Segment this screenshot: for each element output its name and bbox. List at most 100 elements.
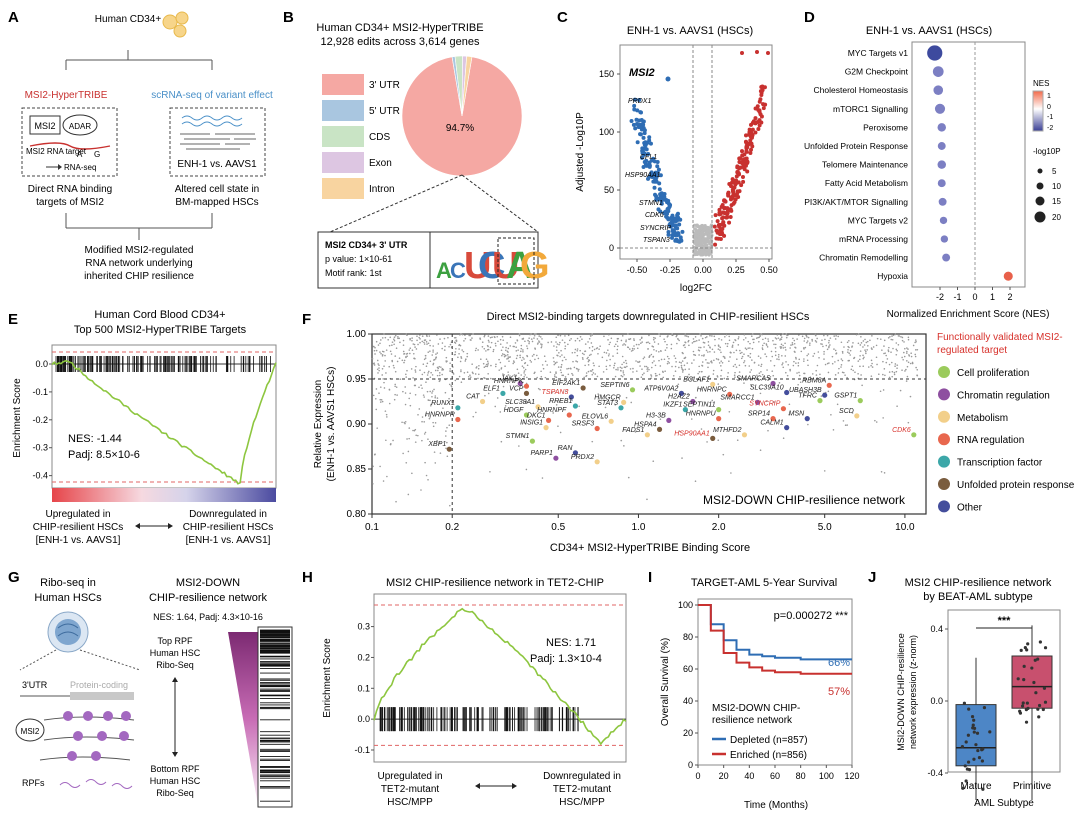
background-point	[591, 368, 594, 371]
volcano-point	[726, 191, 731, 196]
background-point	[551, 391, 553, 394]
background-point	[583, 353, 585, 356]
background-point	[728, 335, 731, 338]
background-point	[648, 368, 650, 371]
panel-letter: B	[283, 9, 294, 26]
gene-label: HSP90AA1	[674, 430, 710, 437]
background-point	[489, 346, 492, 349]
box-xlabel: AML Subtype	[974, 798, 1034, 809]
background-point	[432, 345, 434, 347]
background-point	[509, 345, 512, 347]
background-point	[450, 385, 453, 388]
background-point	[429, 376, 432, 379]
background-point	[540, 370, 542, 373]
background-point	[429, 390, 431, 393]
background-point	[590, 342, 593, 344]
background-point	[708, 375, 710, 377]
data-point	[1018, 709, 1022, 713]
gsea-nes: NES: -1.44	[68, 433, 122, 445]
volcano-point	[721, 215, 726, 220]
background-point	[743, 333, 746, 336]
background-point	[509, 356, 511, 358]
background-point	[438, 441, 441, 444]
background-point	[501, 335, 504, 338]
background-point	[709, 334, 711, 337]
g-base: G	[94, 150, 100, 159]
background-point	[843, 371, 845, 374]
background-point	[698, 349, 701, 352]
background-point	[459, 334, 461, 336]
background-point	[649, 354, 651, 357]
motif-pvalue: p value: 1×10-61	[325, 254, 392, 264]
background-point	[499, 411, 502, 413]
background-point	[670, 347, 673, 350]
background-point	[436, 352, 439, 354]
background-point	[421, 420, 423, 423]
background-point	[722, 453, 725, 456]
background-point	[494, 405, 497, 408]
background-point	[563, 341, 566, 344]
background-point	[739, 352, 742, 355]
background-point	[620, 374, 623, 377]
background-point	[465, 358, 467, 360]
background-point	[423, 358, 426, 361]
legend-label: Metabolism	[957, 413, 1008, 424]
data-point	[972, 718, 976, 722]
background-point	[871, 366, 874, 368]
background-point	[695, 339, 698, 342]
background-point	[806, 336, 808, 338]
background-point	[621, 363, 623, 366]
right-caption-1: Downregulated in	[543, 771, 621, 782]
background-point	[776, 358, 778, 360]
left-caption-1: Direct RNA binding	[28, 184, 112, 195]
background-point	[438, 374, 441, 377]
background-point	[627, 346, 630, 349]
background-point	[658, 359, 660, 362]
gene-label: IKZF1	[663, 402, 682, 409]
background-point	[498, 358, 500, 361]
background-point	[894, 363, 897, 365]
background-point	[515, 374, 517, 377]
background-point	[429, 404, 432, 407]
background-point	[445, 430, 447, 432]
background-point	[759, 357, 762, 359]
y-tick-label: -0.3	[32, 443, 48, 453]
background-point	[848, 352, 850, 355]
background-point	[526, 376, 528, 379]
background-point	[766, 346, 769, 348]
y-tick-label: 100	[599, 127, 614, 137]
background-point	[720, 369, 723, 372]
background-point	[798, 358, 801, 361]
background-point	[751, 347, 754, 350]
background-point	[434, 396, 437, 399]
background-point	[832, 429, 835, 431]
background-point	[741, 377, 744, 380]
background-point	[383, 365, 385, 367]
background-point	[391, 341, 394, 343]
background-point	[492, 348, 495, 351]
background-point	[886, 358, 889, 360]
data-point	[1041, 707, 1045, 712]
background-point	[421, 335, 424, 337]
msi2-box: MSI2	[34, 121, 55, 131]
background-point	[693, 353, 695, 356]
volcano-point	[730, 177, 735, 182]
background-point	[560, 366, 562, 368]
volcano-point	[629, 119, 634, 124]
background-point	[888, 346, 890, 349]
background-point	[837, 359, 839, 362]
background-point	[730, 352, 732, 354]
background-point	[504, 354, 507, 357]
background-point	[608, 333, 610, 336]
background-point	[871, 335, 873, 337]
legend-dot	[938, 500, 950, 513]
background-point	[489, 377, 492, 380]
background-point	[587, 356, 589, 359]
background-point	[780, 347, 782, 350]
background-point	[781, 354, 783, 357]
y-tick-label: 0.90	[347, 419, 367, 430]
background-point	[849, 354, 852, 356]
background-point	[487, 345, 489, 348]
background-point	[536, 376, 538, 379]
